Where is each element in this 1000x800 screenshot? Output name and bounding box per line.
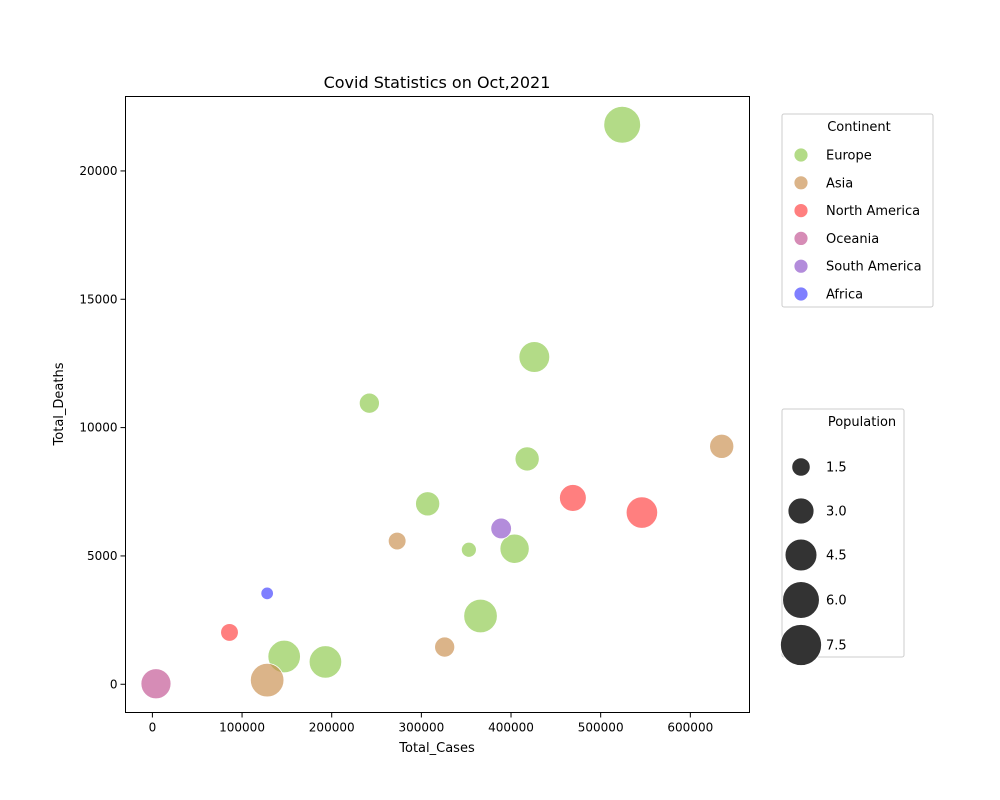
population-legend-frame [781,408,905,658]
population-legend-label: 7.5 [826,639,847,654]
legend-label: North America [826,204,920,219]
data-point-europe [358,392,380,414]
population-legend-label: 6.0 [826,594,847,609]
legend-marker-oceania [793,230,809,246]
x-tick-label: 200000 [309,721,355,735]
y-axis-label: Total_Deaths [52,362,67,446]
legend-label: Africa [826,288,863,303]
x-tick-label: 400000 [488,721,534,735]
continent-legend: Continent Europe Asia North America Oceania… [781,113,934,308]
y-tick-label: 15000 [79,292,117,306]
population-legend-marker [782,581,820,619]
population-legend-label: 4.5 [826,549,847,564]
legend-label: Asia [826,176,853,191]
data-point-europe [460,541,477,558]
y-tick-label: 10000 [79,421,117,435]
legend-marker-europe [793,147,809,163]
population-legend-marker [780,624,822,666]
x-axis: 0 100000 200000 300000 400000 500000 600000 [149,712,713,735]
data-point-europe [518,341,551,373]
data-point-europe [267,639,301,674]
x-tick-label: 100000 [219,721,265,735]
y-axis: 0 5000 10000 15000 20000 [79,164,126,691]
data-point-europe [514,446,540,472]
population-legend: Population 1.5 3.0 4.5 6.0 7.5 [780,408,905,666]
data-point-europe [415,491,441,517]
legend-label: South America [826,260,922,275]
data-points [140,105,735,700]
data-point-oceania [140,668,172,700]
data-point-asia [434,636,456,658]
data-point-africa [260,586,274,601]
continent-legend-title: Continent [827,120,891,135]
data-point-europe [499,533,530,564]
data-point-asia [709,433,735,459]
x-tick-label: 500000 [578,721,624,735]
population-legend-label: 3.0 [826,505,847,520]
x-axis-label: Total_Cases [398,741,475,756]
data-point-north-america [559,484,587,512]
y-tick-label: 5000 [87,549,118,563]
data-point-europe [308,645,343,679]
legend-marker-south-america [793,258,809,274]
population-legend-marker [791,457,811,477]
x-tick-label: 300000 [398,721,444,735]
plot-frame [125,96,750,713]
data-point-south-america [490,517,512,540]
data-point-north-america [220,623,239,642]
data-point-north-america [625,496,659,529]
continent-legend-frame [781,113,934,308]
data-point-asia [387,531,407,551]
y-tick-label: 20000 [79,164,117,178]
x-tick-label: 0 [149,721,157,735]
legend-marker-africa [793,286,809,302]
population-legend-title: Population [828,415,896,430]
y-tick-label: 0 [110,677,118,691]
legend-label: Europe [826,149,872,164]
legend-marker-asia [793,175,809,191]
population-legend-marker [787,497,815,525]
legend-label: Oceania [826,232,879,247]
data-point-asia [249,662,285,698]
chart-title: Covid Statistics on Oct,2021 [324,73,551,92]
data-point-europe [463,598,498,634]
legend-marker-north-america [793,203,809,219]
data-point-europe [603,105,641,144]
x-tick-label: 600000 [667,721,713,735]
population-legend-label: 1.5 [826,461,847,476]
population-legend-marker [784,538,818,572]
